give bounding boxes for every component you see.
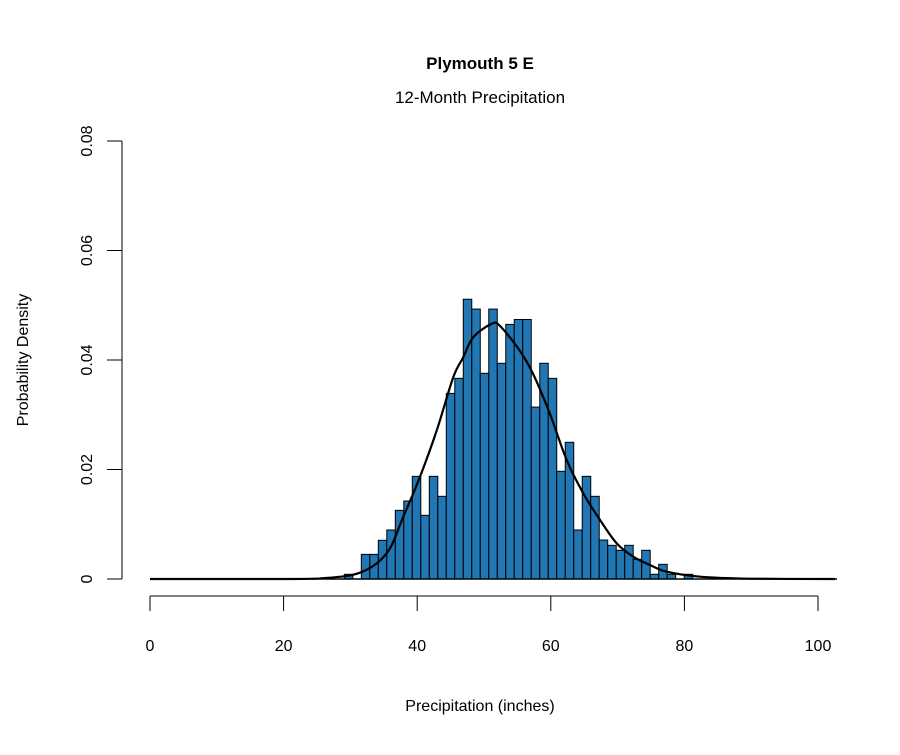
x-axis: 0 20 40 60 80 100 xyxy=(146,595,832,655)
histogram-bar xyxy=(420,514,430,580)
histogram-bar xyxy=(445,392,456,580)
histogram-bar xyxy=(530,406,541,580)
x-tick-label: 100 xyxy=(805,638,832,655)
histogram-bar xyxy=(598,539,609,580)
histogram-bar xyxy=(513,318,524,580)
histogram-bar xyxy=(615,549,626,580)
y-tick-label: 0.02 xyxy=(79,454,96,485)
histogram-bar xyxy=(471,308,481,580)
y-tick-label: 0.04 xyxy=(79,344,96,375)
x-tick-label: 80 xyxy=(676,638,694,655)
chart-subtitle: 12-Month Precipitation xyxy=(395,88,565,107)
histogram-bar xyxy=(505,323,515,580)
y-tick-label: 0 xyxy=(79,574,96,583)
x-tick-label: 60 xyxy=(542,638,560,655)
histogram-bar xyxy=(360,553,371,580)
x-axis-label: Precipitation (inches) xyxy=(405,698,554,715)
histogram-bar xyxy=(607,544,617,580)
y-tick-label: 0.06 xyxy=(79,235,96,266)
fitted-density-curve xyxy=(150,321,835,581)
y-axis-label: Probability Density xyxy=(15,294,32,427)
y-tick-label: 0.08 xyxy=(79,125,96,156)
histogram-bar xyxy=(496,362,507,580)
histogram-bar xyxy=(479,372,490,580)
chart-title: Plymouth 5 E xyxy=(426,54,534,73)
histogram-bar xyxy=(564,441,575,580)
histogram-bar xyxy=(428,475,439,580)
histogram-bar xyxy=(488,308,498,580)
histogram-bar xyxy=(547,377,558,580)
histogram-bar xyxy=(573,529,583,580)
histogram-bar xyxy=(556,470,566,580)
y-axis: 0 0.02 0.04 0.06 0.08 xyxy=(79,125,123,583)
histogram-bar xyxy=(632,558,643,580)
histogram-bar xyxy=(437,495,447,580)
histogram-bars xyxy=(343,298,694,580)
x-tick-label: 40 xyxy=(408,638,426,655)
x-tick-label: 0 xyxy=(146,638,155,655)
histogram-bar xyxy=(454,377,464,580)
x-tick-label: 20 xyxy=(275,638,293,655)
histogram-bar xyxy=(539,362,549,580)
